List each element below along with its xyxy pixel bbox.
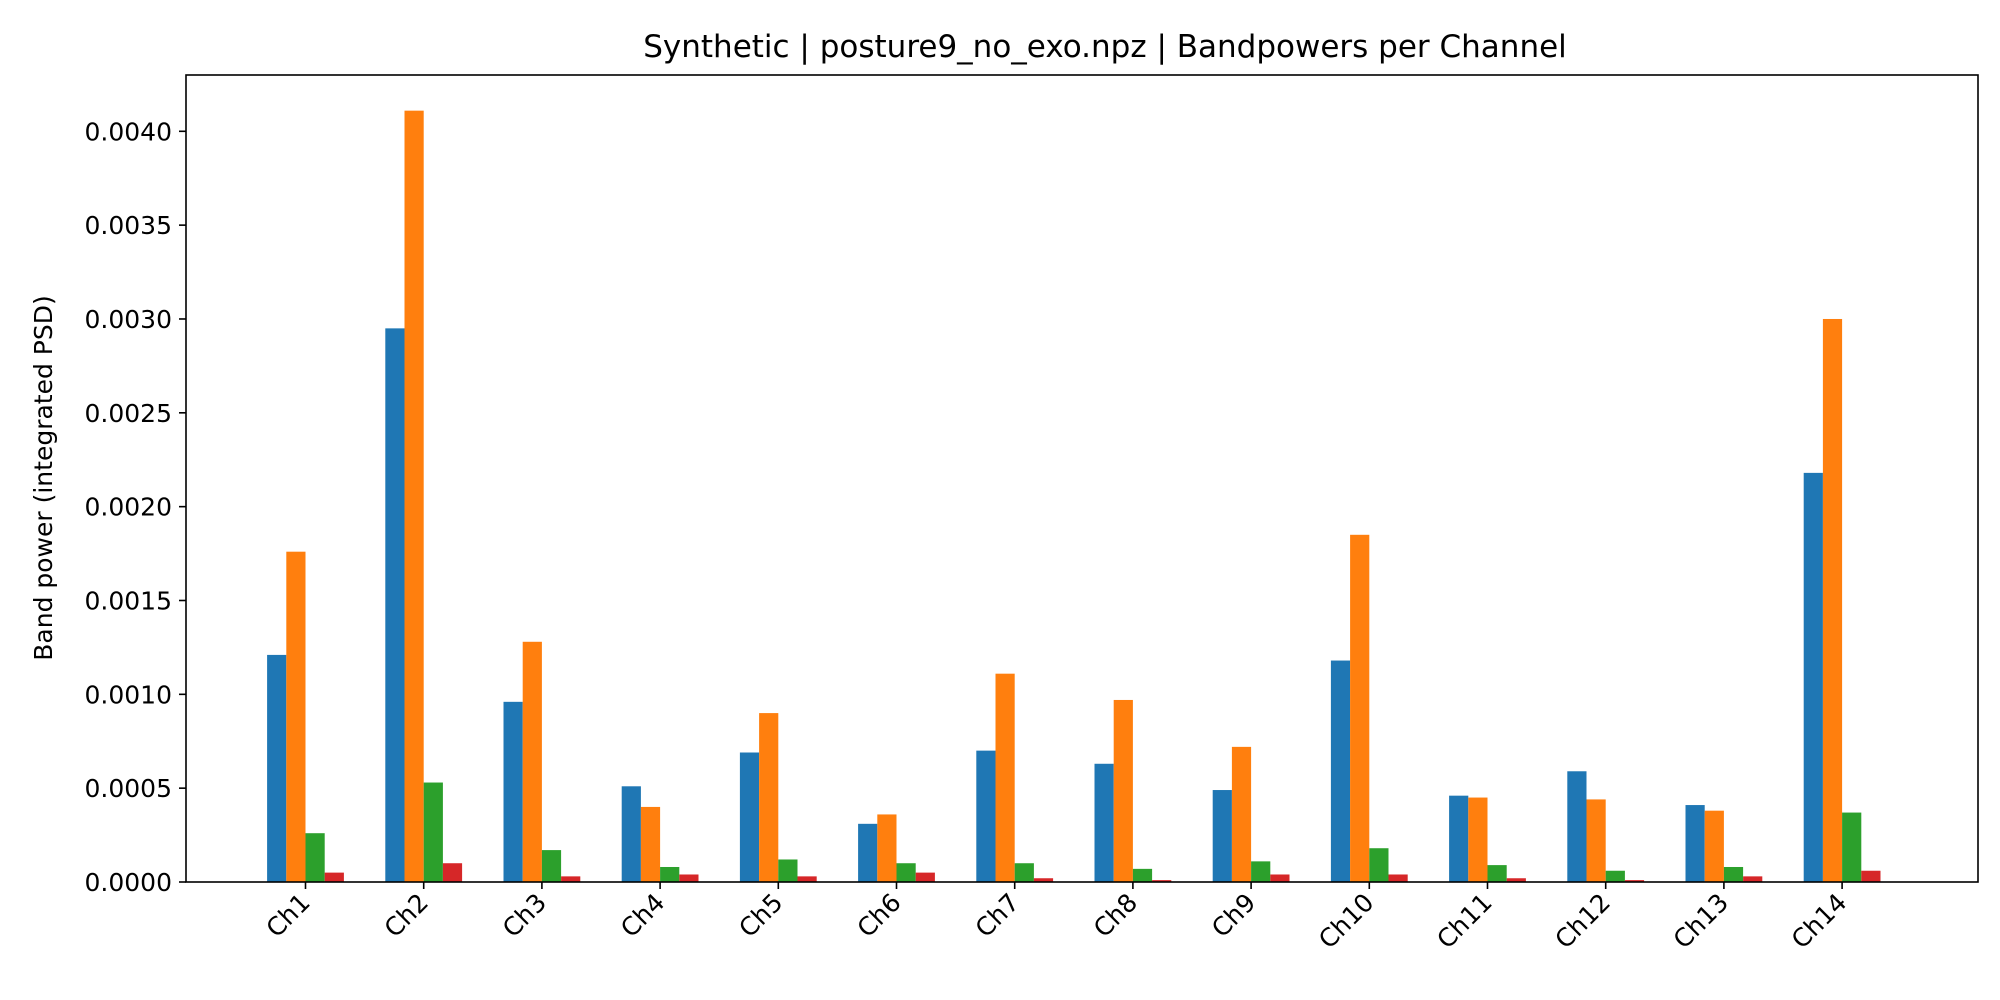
bar-ch13-series4 bbox=[1743, 876, 1763, 882]
y-axis-label: Band power (integrated PSD) bbox=[29, 295, 58, 661]
x-tick-label-ch14: Ch14 bbox=[1786, 888, 1853, 955]
bar-ch11-series2 bbox=[1468, 797, 1488, 882]
bar-ch6-series2 bbox=[877, 814, 897, 882]
bar-ch9-series2 bbox=[1231, 746, 1252, 882]
bar-ch10-series2 bbox=[1350, 534, 1370, 882]
x-tick-label-ch7: Ch7 bbox=[970, 888, 1025, 943]
bar-ch14-series1 bbox=[1803, 472, 1823, 882]
bar-ch12-series4 bbox=[1624, 880, 1645, 882]
bar-ch8-series3 bbox=[1132, 868, 1153, 882]
x-tick-label-ch6: Ch6 bbox=[851, 888, 906, 943]
bar-ch2-series3 bbox=[423, 782, 443, 882]
bar-ch14-series3 bbox=[1842, 812, 1862, 882]
y-axis: 0.0000 0.0005 0.0010 0.0015 0.0020 0.0025 0.00… bbox=[85, 117, 186, 897]
bar-ch5-series3 bbox=[778, 859, 798, 882]
bar-ch5-series4 bbox=[797, 876, 817, 882]
bars-layer bbox=[267, 110, 1881, 883]
bar-ch12-series2 bbox=[1586, 799, 1606, 882]
y-tick-label: 0.0025 bbox=[85, 399, 172, 428]
bar-ch13-series2 bbox=[1704, 810, 1724, 882]
x-tick-label-ch2: Ch2 bbox=[379, 888, 434, 943]
bar-ch8-series1 bbox=[1094, 763, 1114, 882]
bar-ch6-series1 bbox=[858, 823, 878, 882]
bar-ch4-series4 bbox=[679, 874, 699, 882]
bar-ch10-series3 bbox=[1369, 848, 1389, 882]
bar-ch4-series2 bbox=[640, 806, 661, 882]
y-tick-label: 0.0005 bbox=[85, 774, 172, 803]
bar-ch5-series2 bbox=[759, 713, 779, 882]
bar-ch2-series4 bbox=[442, 863, 463, 882]
x-tick-label-ch3: Ch3 bbox=[497, 888, 552, 943]
bar-ch10-series1 bbox=[1330, 660, 1351, 882]
bar-ch9-series1 bbox=[1212, 790, 1232, 882]
y-tick-label: 0.0035 bbox=[85, 211, 172, 240]
bar-ch6-series3 bbox=[896, 863, 916, 882]
bar-ch11-series1 bbox=[1449, 795, 1469, 882]
bar-ch3-series1 bbox=[503, 701, 523, 882]
x-tick-label-ch10: Ch10 bbox=[1313, 888, 1380, 955]
x-tick-label-ch9: Ch9 bbox=[1206, 888, 1261, 943]
bar-ch14-series2 bbox=[1822, 318, 1843, 883]
bar-ch9-series4 bbox=[1270, 874, 1290, 882]
bar-ch1-series4 bbox=[324, 872, 344, 882]
y-tick-label: 0.0040 bbox=[85, 117, 172, 146]
x-tick-label-ch4: Ch4 bbox=[615, 888, 670, 943]
bar-ch12-series3 bbox=[1605, 870, 1625, 882]
bar-ch1-series2 bbox=[286, 551, 306, 882]
plot-frame bbox=[185, 74, 1979, 883]
bar-ch10-series4 bbox=[1388, 874, 1408, 882]
x-tick-label-ch8: Ch8 bbox=[1088, 888, 1143, 943]
bar-ch7-series4 bbox=[1033, 878, 1054, 882]
bar-ch1-series3 bbox=[305, 833, 325, 882]
bar-ch13-series1 bbox=[1685, 805, 1705, 882]
x-axis: Ch1 Ch2 Ch3 Ch4 Ch5 Ch6 Ch7 Ch8 Ch9 Ch10 Ch11 Ch12 C… bbox=[260, 882, 1852, 954]
chart-title: Synthetic | posture9_no_exo.npz | Bandpo… bbox=[643, 29, 1567, 65]
bar-ch4-series1 bbox=[621, 786, 641, 882]
bar-ch12-series1 bbox=[1567, 771, 1587, 882]
bar-ch3-series2 bbox=[522, 641, 542, 882]
bar-ch8-series4 bbox=[1152, 880, 1172, 882]
bar-ch3-series3 bbox=[541, 850, 562, 882]
y-tick-label: 0.0015 bbox=[85, 586, 172, 615]
bar-ch2-series2 bbox=[404, 110, 424, 882]
bar-ch7-series3 bbox=[1014, 863, 1034, 882]
y-tick-label: 0.0010 bbox=[85, 680, 172, 709]
x-tick-label-ch12: Ch12 bbox=[1549, 888, 1616, 955]
bar-ch13-series3 bbox=[1723, 866, 1744, 882]
bar-ch6-series4 bbox=[915, 872, 935, 882]
x-tick-label-ch13: Ch13 bbox=[1668, 888, 1735, 955]
bar-ch7-series1 bbox=[976, 750, 996, 882]
bar-ch9-series3 bbox=[1251, 861, 1271, 882]
y-tick-label: 0.0020 bbox=[85, 493, 172, 522]
x-tick-label-ch5: Ch5 bbox=[733, 888, 788, 943]
y-tick-label: 0.0000 bbox=[85, 868, 172, 897]
bar-ch2-series1 bbox=[385, 328, 405, 882]
bar-ch14-series4 bbox=[1861, 870, 1881, 882]
bar-ch4-series3 bbox=[660, 866, 680, 882]
bar-ch5-series1 bbox=[739, 752, 760, 882]
bar-ch11-series3 bbox=[1487, 865, 1507, 882]
bar-ch3-series4 bbox=[561, 876, 581, 882]
bar-ch1-series1 bbox=[267, 654, 287, 882]
x-tick-label-ch1: Ch1 bbox=[260, 888, 315, 943]
x-tick-label-ch11: Ch11 bbox=[1431, 888, 1498, 955]
bar-ch7-series2 bbox=[995, 673, 1015, 882]
bar-ch11-series4 bbox=[1506, 878, 1526, 882]
bar-ch8-series2 bbox=[1113, 699, 1133, 882]
y-tick-label: 0.0030 bbox=[85, 305, 172, 334]
